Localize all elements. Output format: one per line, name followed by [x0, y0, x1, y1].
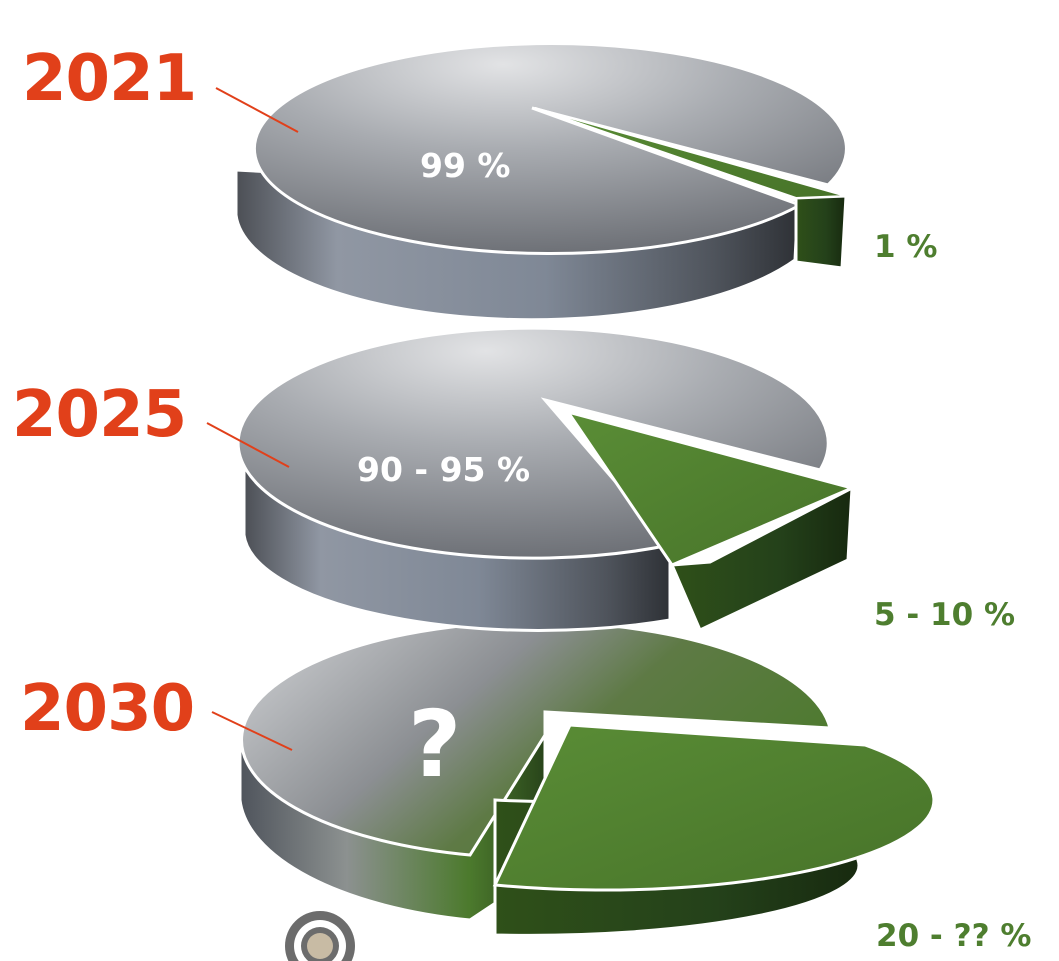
segment-label-2025-green: 5 - 10 % [874, 597, 1015, 633]
segment-label-2021-main: 99 % [420, 146, 510, 185]
pie-2030-body-top [240, 620, 832, 857]
segment-label-2025-main: 90 - 95 % [357, 450, 530, 489]
pie-2025-slice-top [564, 409, 857, 567]
year-label-2030: 2030 [20, 672, 194, 746]
pointer-line-2030 [211, 711, 293, 751]
segment-label-2030-green: 20 - ?? % [876, 918, 1031, 954]
segment-label-2030-main: ? [408, 691, 461, 798]
target-icon [285, 911, 355, 961]
pie-2025-body-top [236, 326, 830, 560]
segment-label-2021-green: 1 % [874, 229, 937, 265]
pie-2025 [236, 326, 857, 633]
pie-2021 [234, 42, 848, 322]
pie-2021-slice-top [534, 107, 847, 200]
pointer-line-2025 [206, 422, 290, 468]
pie-2025-slice-side [669, 485, 854, 633]
year-label-2025: 2025 [12, 378, 186, 452]
pointer-line-2021 [215, 87, 299, 133]
pie-2021-body-top [252, 42, 848, 256]
pie-2030 [238, 620, 936, 937]
pie-2030-slice-top [492, 723, 936, 892]
year-label-2021: 2021 [22, 42, 196, 116]
pie-2021-slice-side [794, 194, 848, 270]
